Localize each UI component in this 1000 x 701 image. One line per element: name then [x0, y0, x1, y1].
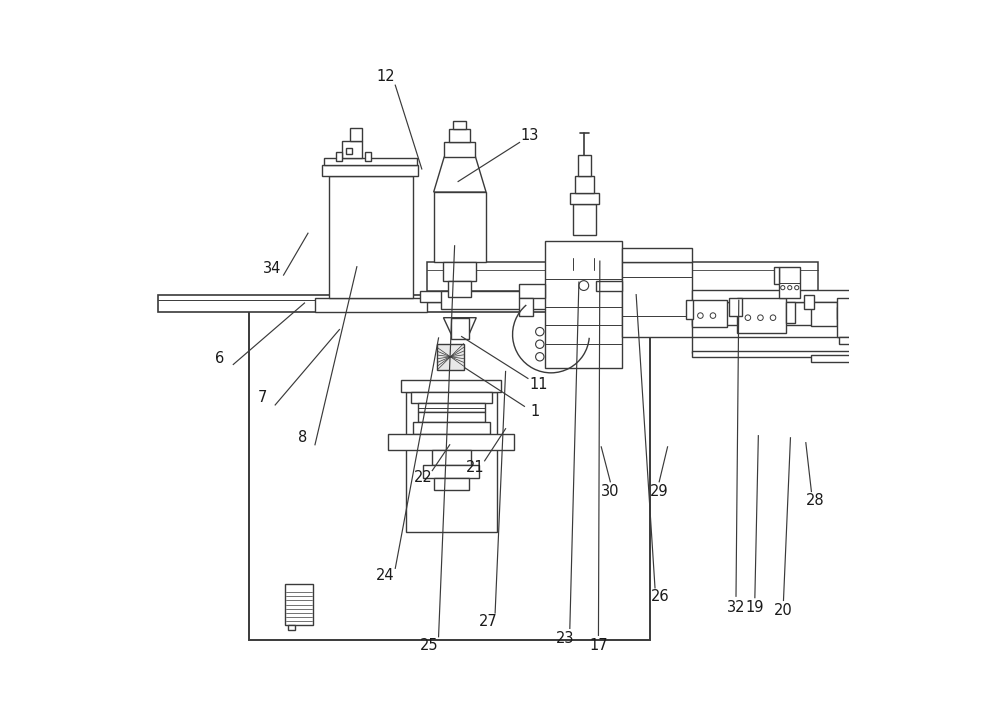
Bar — [418, 403, 485, 412]
Bar — [411, 393, 492, 403]
Bar — [573, 204, 596, 236]
Bar — [427, 294, 483, 301]
Bar — [329, 176, 413, 298]
Text: 32: 32 — [727, 600, 745, 615]
Bar — [418, 412, 485, 422]
Bar — [570, 193, 599, 204]
Bar — [322, 165, 418, 176]
Bar — [249, 301, 650, 640]
Bar — [786, 301, 795, 322]
Bar — [285, 585, 313, 625]
Bar — [346, 148, 352, 154]
Bar — [423, 465, 479, 477]
Bar — [596, 280, 622, 291]
Bar — [427, 262, 818, 291]
Text: 27: 27 — [479, 614, 498, 629]
Bar — [519, 298, 533, 315]
Bar — [692, 350, 860, 358]
Text: 29: 29 — [650, 484, 669, 499]
Bar — [692, 290, 881, 302]
Bar — [622, 248, 692, 262]
Text: 13: 13 — [520, 128, 539, 143]
Bar — [729, 298, 742, 315]
Bar — [451, 318, 469, 339]
Text: 34: 34 — [262, 261, 281, 275]
Text: 1: 1 — [530, 404, 540, 419]
Bar — [449, 129, 470, 142]
Text: 11: 11 — [529, 376, 548, 392]
Text: 21: 21 — [466, 461, 485, 475]
Bar — [158, 294, 605, 312]
Bar — [692, 302, 881, 325]
Bar — [774, 266, 779, 284]
Bar — [406, 393, 497, 532]
Bar — [804, 294, 814, 308]
Bar — [692, 299, 727, 327]
Bar — [288, 625, 295, 630]
Bar — [839, 336, 856, 343]
Text: 24: 24 — [375, 568, 394, 583]
Bar — [437, 343, 464, 370]
Text: 12: 12 — [377, 69, 396, 84]
Bar — [519, 284, 545, 298]
Bar — [811, 301, 837, 326]
Bar — [388, 435, 514, 449]
Bar — [342, 141, 362, 158]
Text: 25: 25 — [419, 638, 438, 653]
Text: 22: 22 — [414, 470, 433, 485]
Bar — [545, 241, 622, 368]
Bar — [434, 477, 469, 490]
Text: 7: 7 — [258, 390, 267, 405]
Text: 23: 23 — [556, 631, 574, 646]
Text: 20: 20 — [774, 603, 793, 618]
Text: 26: 26 — [651, 589, 670, 604]
Bar — [350, 128, 362, 141]
Text: 6: 6 — [215, 351, 224, 367]
Bar — [837, 306, 850, 319]
Text: 8: 8 — [298, 430, 308, 445]
Bar — [420, 291, 490, 301]
Bar — [441, 291, 818, 308]
Bar — [444, 142, 475, 157]
Text: 17: 17 — [589, 638, 608, 653]
Bar — [453, 121, 466, 129]
Bar — [401, 380, 501, 393]
Bar — [811, 355, 856, 362]
Bar — [837, 298, 857, 336]
Bar — [432, 449, 471, 465]
Bar — [324, 158, 417, 165]
Bar — [737, 298, 786, 333]
Bar — [575, 176, 594, 193]
Text: 28: 28 — [806, 493, 824, 508]
Text: 19: 19 — [746, 600, 764, 615]
Polygon shape — [434, 157, 486, 192]
Text: 30: 30 — [601, 484, 620, 499]
Bar — [315, 298, 427, 312]
Polygon shape — [443, 318, 476, 339]
Bar — [434, 192, 486, 262]
Bar — [413, 422, 490, 435]
Bar — [443, 262, 476, 281]
Bar — [578, 155, 591, 176]
Bar — [448, 281, 471, 297]
Bar — [692, 337, 860, 353]
Bar — [336, 152, 342, 161]
Bar — [686, 299, 693, 319]
Bar — [622, 262, 692, 336]
Bar — [779, 266, 800, 298]
Bar — [365, 152, 371, 161]
